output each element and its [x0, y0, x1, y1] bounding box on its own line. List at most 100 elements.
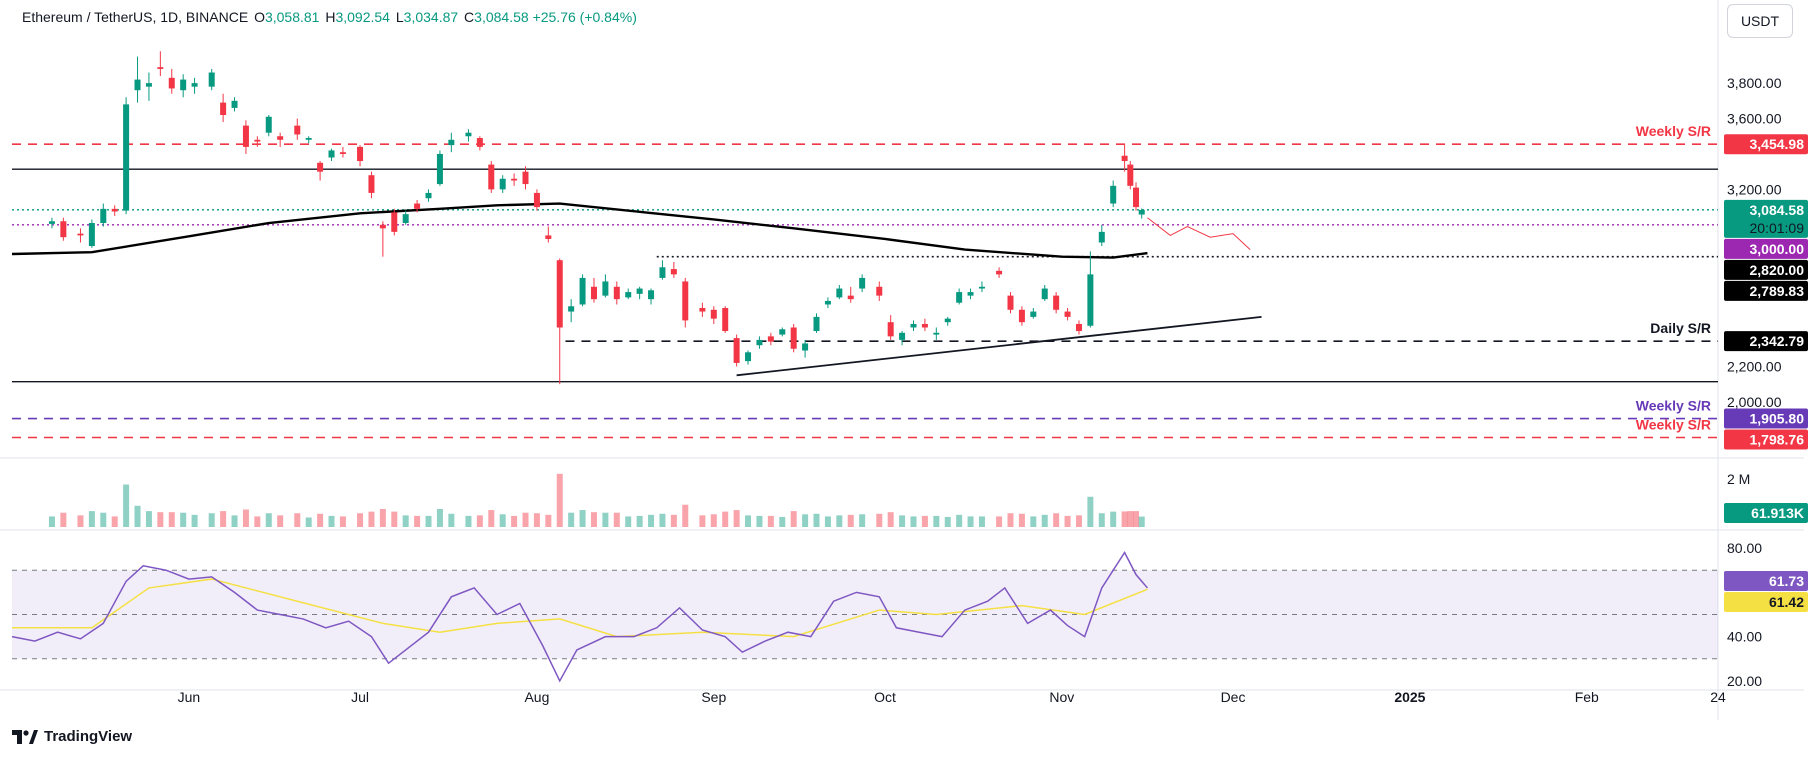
- price-label-box: [1724, 429, 1808, 450]
- price-label-box: [1724, 280, 1808, 301]
- volume-bar: [391, 511, 398, 527]
- volume-bar: [625, 516, 632, 527]
- volume-bar: [670, 514, 677, 527]
- volume-bar: [123, 484, 130, 527]
- volume-bar: [488, 510, 495, 527]
- candle: [111, 208, 118, 212]
- currency-button[interactable]: USDT: [1727, 4, 1793, 38]
- volume-bar: [933, 515, 940, 527]
- candle: [231, 100, 238, 108]
- volume-bar: [722, 511, 729, 527]
- candle: [328, 150, 335, 158]
- volume-bar: [699, 515, 706, 527]
- volume-bar: [956, 514, 963, 527]
- candle: [722, 308, 729, 332]
- candle: [967, 292, 974, 296]
- price-label: 3,084.58: [1750, 202, 1805, 218]
- candle: [756, 339, 763, 346]
- close-key: C: [464, 9, 475, 25]
- volume-bar: [157, 512, 164, 527]
- candle: [77, 233, 84, 236]
- price-tick-label: 3,200.00: [1727, 181, 1782, 197]
- volume-bar: [659, 513, 666, 527]
- candle: [511, 178, 518, 181]
- volume-bar: [476, 515, 483, 527]
- candle: [123, 104, 130, 211]
- volume-bar: [533, 513, 540, 527]
- brand-name: TradingView: [44, 728, 133, 745]
- volume-last-value: 61.913K: [1751, 505, 1804, 521]
- volume-bar: [1041, 514, 1048, 527]
- volume-bar: [134, 505, 141, 527]
- volume-bar: [100, 512, 107, 527]
- volume-bar: [1030, 516, 1037, 527]
- rsi-ma-line: [12, 578, 1148, 638]
- volume-bar: [1127, 511, 1134, 527]
- candle: [648, 290, 655, 300]
- volume-bar: [978, 516, 985, 527]
- volume-bar: [733, 510, 740, 527]
- candle: [847, 295, 854, 300]
- candle: [1098, 231, 1105, 243]
- volume-bar: [60, 512, 67, 527]
- price-label-box: [1724, 259, 1808, 280]
- volume-bar: [899, 515, 906, 527]
- rsi-tick-label: 40.00: [1727, 629, 1762, 645]
- price-chart[interactable]: 3,800.00 3,600.00 3,200.00 2,200.00 2,000.00…: [0, 0, 1814, 720]
- time-tick-label: Aug: [524, 689, 549, 705]
- candle: [813, 316, 820, 332]
- time-tick-label: Jun: [178, 689, 201, 705]
- volume-axis-label: 2 M: [1727, 471, 1750, 487]
- volume-bar: [756, 515, 763, 527]
- candle: [476, 138, 483, 147]
- candle: [1121, 155, 1128, 162]
- volume-bar: [414, 515, 421, 527]
- rsi-ma-label-box: [1724, 592, 1808, 612]
- candle: [60, 221, 67, 238]
- price-label: 1,905.80: [1750, 411, 1805, 427]
- candle: [670, 269, 677, 275]
- volume-bar: [1098, 513, 1105, 527]
- volume-label-box: [1724, 503, 1808, 523]
- candle: [265, 116, 272, 133]
- candle: [88, 223, 95, 247]
- candle: [933, 332, 940, 335]
- tradingview-logo[interactable]: TradingView: [12, 728, 132, 745]
- price-label-box: [1724, 238, 1808, 259]
- volume-bar: [220, 511, 227, 527]
- volume-bar: [242, 509, 249, 527]
- volume-bar: [305, 517, 312, 527]
- volume-bar: [779, 516, 786, 527]
- close-value: 3,084.58: [474, 9, 529, 25]
- volume-bar: [996, 516, 1003, 527]
- open-key: O: [254, 9, 265, 25]
- volume-bar: [745, 515, 752, 527]
- candle: [545, 235, 552, 239]
- level-note: Weekly S/R: [1636, 417, 1711, 433]
- volume-bar: [590, 512, 597, 527]
- candle: [145, 83, 152, 87]
- volume-bar: [265, 513, 272, 527]
- volume-bar: [613, 512, 620, 527]
- forecast-path: [1147, 217, 1251, 250]
- symbol-header: Ethereum / TetherUS, 1D, BINANCE O3,058.…: [22, 9, 637, 25]
- candle: [602, 281, 609, 296]
- price-label: 3,454.98: [1750, 136, 1805, 152]
- price-label-box: [1724, 331, 1808, 352]
- candle: [208, 72, 215, 87]
- candle: [899, 332, 906, 340]
- volume-bar: [967, 516, 974, 527]
- time-tick-label: Feb: [1575, 689, 1599, 705]
- volume-bar: [790, 511, 797, 527]
- volume-bar: [568, 512, 575, 527]
- volume-bar: [191, 514, 198, 527]
- candle: [339, 152, 346, 154]
- price-tick-label: 2,000.00: [1727, 394, 1782, 410]
- volume-bar: [231, 515, 238, 527]
- volume-bar: [876, 513, 883, 527]
- volume-bar: [1018, 513, 1025, 527]
- volume-bar: [368, 511, 375, 527]
- time-tick-label: Nov: [1049, 689, 1074, 705]
- candle: [836, 288, 843, 298]
- volume-bar: [836, 515, 843, 527]
